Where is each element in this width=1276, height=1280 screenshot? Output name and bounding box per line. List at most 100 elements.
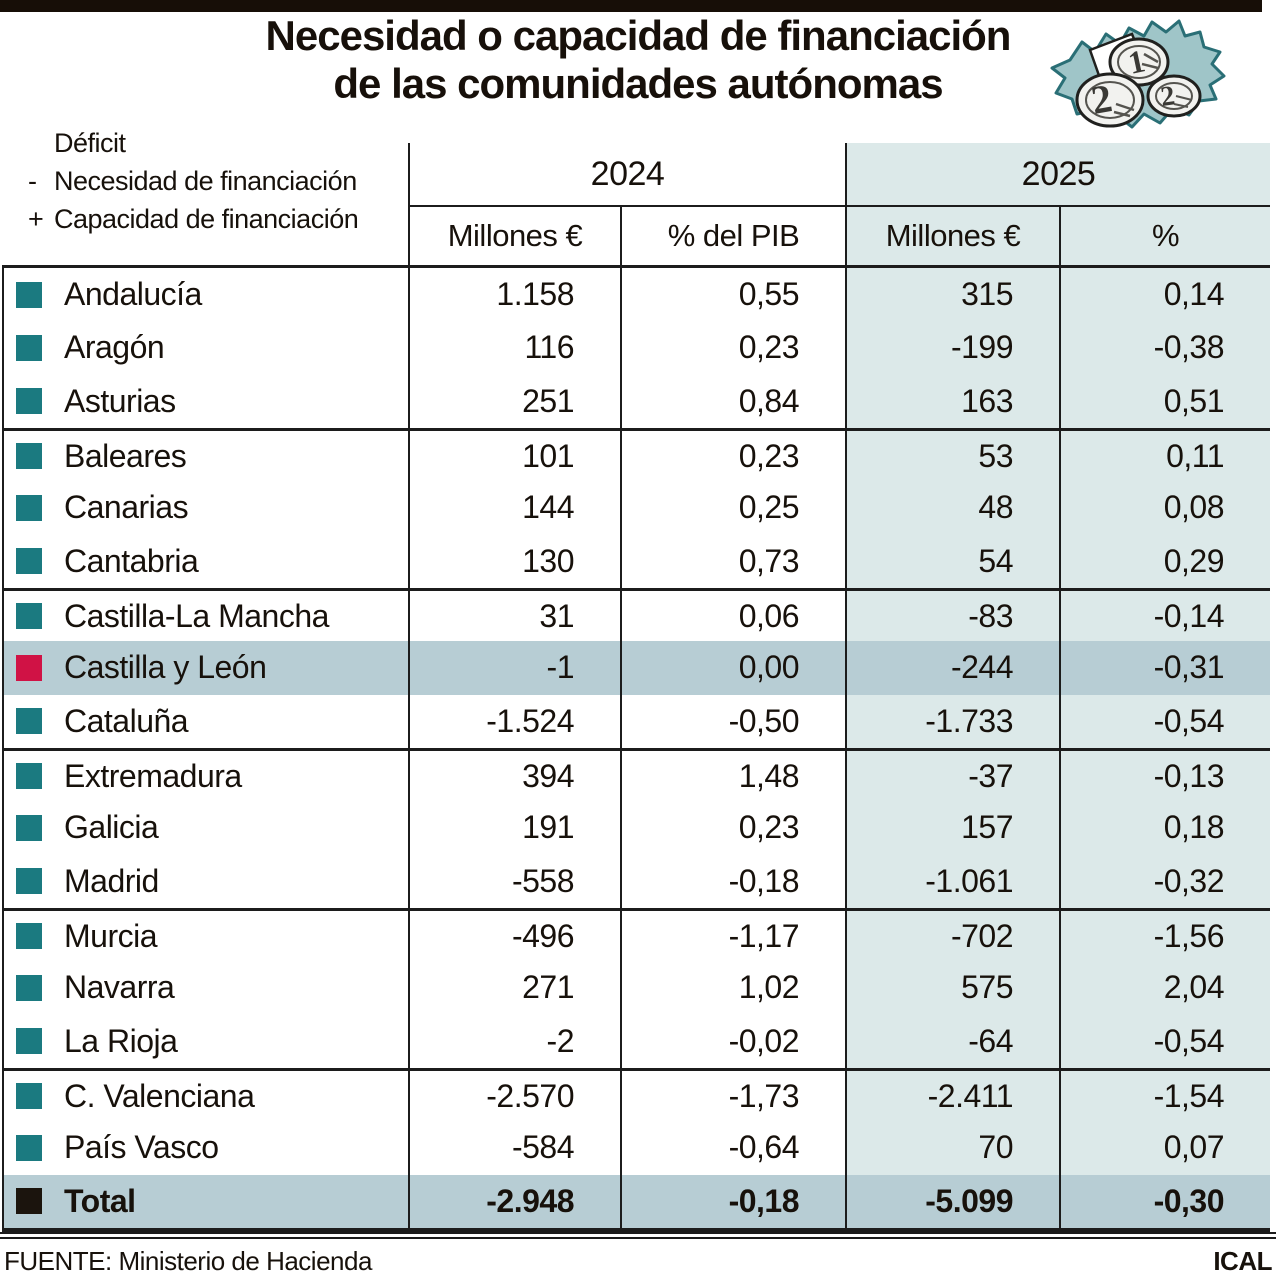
table-subheader-row: Millones € % del PIB Millones € % [2,205,1270,265]
value-cell: -0,32 [1059,854,1270,908]
value-cell: 0,55 [620,268,845,322]
region-name-label: País Vasco [64,1129,219,1166]
subheader-millones-2025: Millones € [845,205,1059,265]
value-cell: -0,31 [1059,641,1270,695]
page-title: Necesidad o capacidad de financiación de… [0,12,1276,108]
value-cell: 0,29 [1059,534,1270,588]
table-row: Canarias 144 0,25 48 0,08 [4,481,1270,535]
footer-divider [0,1232,1276,1239]
subheader-millones-2024: Millones € [408,205,620,265]
teal-square-bullet-icon [16,388,42,415]
table-row: La Rioja -2 -0,02 -64 -0,54 [4,1014,1270,1068]
region-name-cell: Aragón [4,321,408,374]
value-cell: 0,00 [620,641,845,695]
teal-square-bullet-icon [16,763,42,790]
value-cell: -244 [845,641,1059,695]
value-cell: -0,50 [620,694,845,748]
region-name-cell: La Rioja [4,1015,408,1068]
region-name-label: Total [64,1182,136,1219]
value-cell: -0,14 [1059,590,1270,642]
page-title-line2: de las comunidades autónomas [333,60,943,107]
teal-square-bullet-icon [16,548,42,575]
region-name-label: Cantabria [64,542,199,579]
value-cell: -0,30 [1059,1174,1270,1228]
year-header-2025: 2025 [845,143,1270,205]
teal-square-bullet-icon [16,708,42,735]
teal-square-bullet-icon [16,974,42,1001]
teal-square-bullet-icon [16,334,42,361]
value-cell: -0,18 [620,1174,845,1228]
table-row: Castilla y León -1 0,00 -244 -0,31 [4,641,1270,695]
value-cell: 315 [845,268,1059,322]
table-row: Cantabria 130 0,73 54 0,29 [4,534,1270,588]
value-cell: 2,04 [1059,961,1270,1015]
value-cell: 163 [845,374,1059,428]
value-cell: 0,23 [620,321,845,375]
value-cell: -1,73 [620,1070,845,1122]
value-cell: -0,54 [1059,694,1270,748]
value-cell: -1,17 [620,910,845,962]
top-rule-bar [0,0,1262,12]
table-row: Navarra 271 1,02 575 2,04 [4,961,1270,1015]
value-cell: 575 [845,961,1059,1015]
region-name-label: Castilla-La Mancha [64,597,329,634]
value-cell: 0,07 [1059,1121,1270,1175]
region-name-label: C. Valenciana [64,1077,255,1114]
teal-square-bullet-icon [16,868,42,895]
subheader-pib-2024: % del PIB [620,205,845,265]
svg-text:2: 2 [1159,80,1177,113]
region-name-cell: Extremadura [4,751,408,801]
legend-heading: Déficit [54,128,126,158]
value-cell: 0,25 [620,481,845,535]
region-name-label: Asturias [64,382,176,419]
region-name-label: Navarra [64,969,175,1006]
legend-plus-row: + Capacidad de financiación [28,200,359,238]
region-name-cell: Cataluña [4,695,408,748]
region-name-cell: C. Valenciana [4,1071,408,1121]
region-name-cell: Castilla y León [4,641,408,695]
value-cell: 0,06 [620,590,845,642]
legend-heading-row: Déficit [28,124,358,162]
value-cell: 191 [408,801,620,855]
table-row: Baleares 101 0,23 53 0,11 [4,427,1270,482]
value-cell: 0,73 [620,534,845,588]
table-row: Madrid -558 -0,18 -1.061 -0,32 [4,854,1270,908]
value-cell: -1 [408,641,620,695]
page-title-line1: Necesidad o capacidad de financiación [265,12,1012,59]
region-name-label: Castilla y León [64,649,267,686]
subheader-spacer [2,205,408,265]
table-row: Andalucía 1.158 0,55 315 0,14 [4,268,1270,322]
value-cell: 31 [408,590,620,642]
value-cell: -1.733 [845,694,1059,748]
region-name-cell: Navarra [4,961,408,1014]
value-cell: 0,84 [620,374,845,428]
value-cell: 48 [845,481,1059,535]
footer: FUENTE: Ministerio de Hacienda ICAL [4,1246,1272,1277]
teal-square-bullet-icon [16,494,42,521]
table-row: Castilla-La Mancha 31 0,06 -83 -0,14 [4,587,1270,642]
svg-text:1: 1 [1125,42,1148,81]
value-cell: -702 [845,910,1059,962]
value-cell: -37 [845,750,1059,802]
value-cell: -0,13 [1059,750,1270,802]
legend: Déficit - Necesidad de financiación + Ca… [28,124,359,238]
region-name-cell: Total [4,1174,408,1228]
value-cell: -0,38 [1059,321,1270,375]
value-cell: 130 [408,534,620,588]
region-name-cell: Castilla-La Mancha [4,591,408,641]
value-cell: -1.524 [408,694,620,748]
region-name-label: Aragón [64,329,165,366]
teal-square-bullet-icon [16,814,42,841]
value-cell: 271 [408,961,620,1015]
value-cell: -64 [845,1014,1059,1068]
value-cell: 157 [845,801,1059,855]
region-name-label: Baleares [64,437,187,474]
value-cell: 251 [408,374,620,428]
table-year-header-row: 2024 2025 [2,143,1270,205]
value-cell: 144 [408,481,620,535]
value-cell: -584 [408,1121,620,1175]
year-header-spacer [2,143,408,205]
teal-square-bullet-icon [16,923,42,950]
table-row: Cataluña -1.524 -0,50 -1.733 -0,54 [4,694,1270,748]
plus-sign: + [28,204,44,234]
